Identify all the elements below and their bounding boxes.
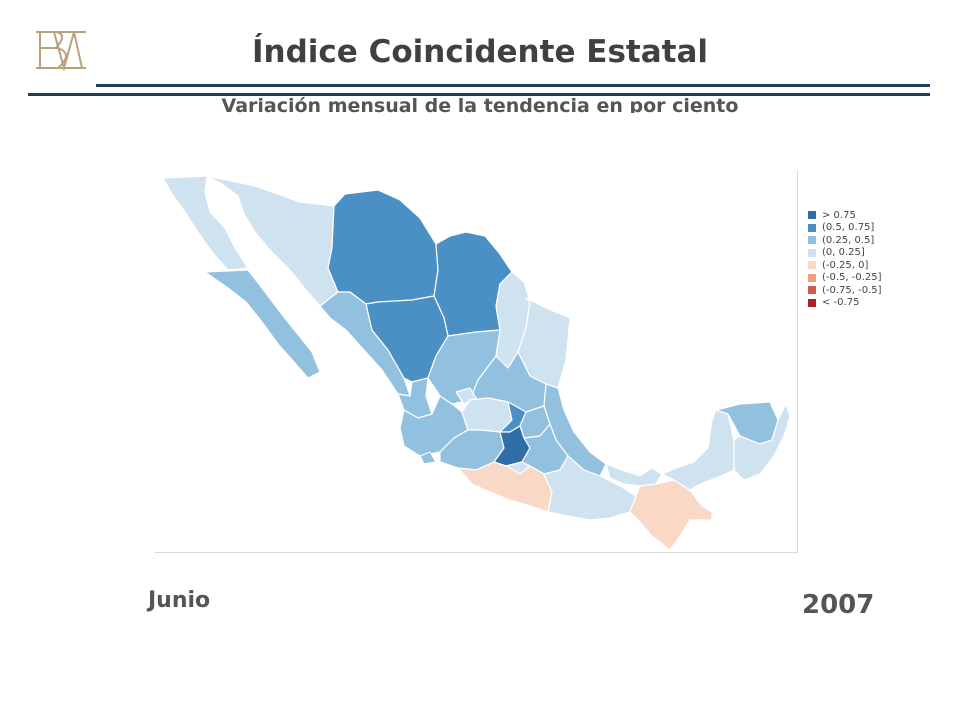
- legend-label: (-0.25, 0]: [822, 259, 869, 271]
- legend-label: < -0.75: [822, 297, 860, 309]
- month-label: Junio: [148, 588, 211, 613]
- legend-label: > 0.75: [822, 209, 856, 221]
- mexico-choropleth-map: [162, 175, 791, 551]
- legend-item: (0.25, 0.5]: [808, 234, 882, 247]
- legend-swatch: [808, 286, 816, 295]
- legend-label: (0, 0.25]: [822, 247, 865, 259]
- state-colima: [419, 451, 437, 465]
- legend-item: (-0.75, -0.5]: [808, 284, 882, 297]
- legend-swatch: [808, 223, 816, 232]
- header-rule-bottom: [28, 93, 930, 96]
- legend-item: (-0.25, 0]: [808, 259, 882, 272]
- legend-item: (-0.5, -0.25]: [808, 272, 882, 285]
- state-campeche: [661, 409, 735, 491]
- state-baja-california: [162, 175, 249, 271]
- state-chihuahua: [327, 189, 439, 305]
- page-title: Índice Coincidente Estatal: [251, 34, 708, 70]
- banco-logo-icon: [36, 31, 86, 72]
- legend-label: (0.5, 0.75]: [822, 222, 875, 234]
- state-baja-california-sur: [204, 269, 321, 379]
- year-label: 2007: [802, 590, 875, 620]
- legend-swatch: [808, 298, 816, 307]
- state-quintana-roo: [733, 403, 791, 481]
- header-rule-top: [96, 84, 930, 87]
- legend-swatch: [808, 261, 816, 270]
- legend-item: < -0.75: [808, 297, 882, 310]
- legend-item: (0.5, 0.75]: [808, 222, 882, 235]
- state-sonora: [206, 175, 339, 307]
- legend-label: (-0.5, -0.25]: [822, 272, 882, 284]
- legend-item: (0, 0.25]: [808, 247, 882, 260]
- legend-swatch: [808, 211, 816, 220]
- state-chiapas: [629, 479, 713, 551]
- state-tabasco: [605, 463, 663, 487]
- legend-label: (-0.75, -0.5]: [822, 284, 882, 296]
- legend-label: (0.25, 0.5]: [822, 234, 875, 246]
- legend-swatch: [808, 248, 816, 257]
- map-legend: > 0.75 (0.5, 0.75] (0.25, 0.5] (0, 0.25] (-0…: [808, 209, 882, 309]
- map-frame: [155, 170, 798, 553]
- page-subtitle: Variación mensual de la tendencia en por…: [221, 95, 739, 113]
- legend-item: > 0.75: [808, 209, 882, 222]
- legend-swatch: [808, 273, 816, 282]
- legend-swatch: [808, 236, 816, 245]
